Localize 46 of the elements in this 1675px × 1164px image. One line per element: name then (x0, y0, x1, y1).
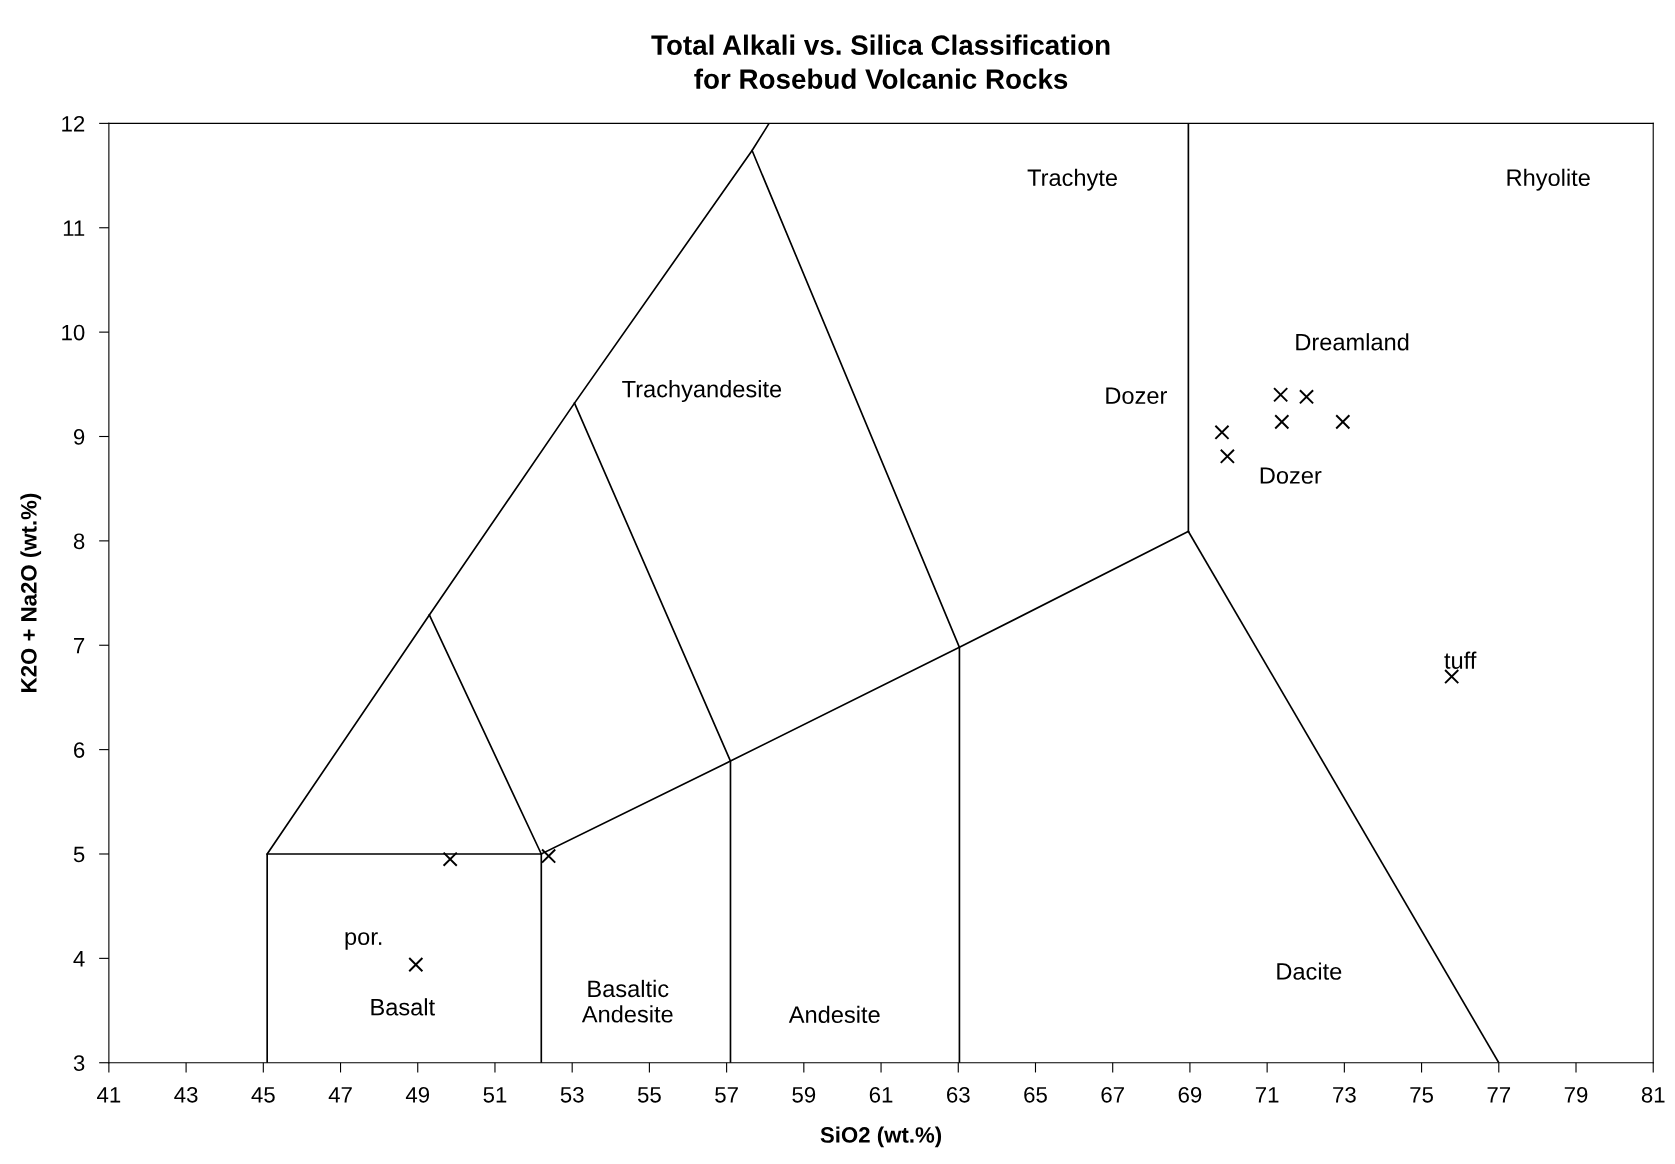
x-tick-label: 75 (1410, 1087, 1433, 1103)
chart-title: Total Alkali vs. Silica Classification for Rosebud Volcanic Rocks (651, 34, 1110, 89)
x-tick-label: 67 (1101, 1086, 1124, 1103)
x-tick-label: 43 (174, 1086, 198, 1103)
x-tick-label: 47 (328, 1087, 352, 1103)
y-tick-label: 6 (74, 742, 85, 758)
y-tick-label: 12 (62, 115, 85, 132)
x-tick-label: 41 (97, 1087, 121, 1103)
y-tick-label: 5 (73, 846, 85, 863)
x-tick-label: 57 (715, 1087, 738, 1103)
x-tick-label: 45 (251, 1087, 275, 1103)
x-tick-label: 55 (637, 1087, 661, 1103)
annotation: Trachyte (1027, 168, 1117, 191)
annotation: Dozer (1106, 387, 1167, 405)
x-tick-label: 51 (483, 1087, 507, 1103)
annotation: Andesite (788, 1005, 880, 1024)
x-tick-label: 53 (560, 1086, 584, 1103)
x-tick-label: 65 (1024, 1086, 1047, 1103)
annotation: Dacite (1277, 962, 1342, 980)
x-tick-label: 59 (792, 1086, 816, 1103)
x-tick-label: 49 (405, 1086, 430, 1103)
x-tick-label: 69 (1178, 1086, 1202, 1103)
y-tick-label: 8 (73, 533, 85, 550)
annotation: tuff (1444, 651, 1477, 669)
annotation: por. (345, 932, 382, 950)
annotation: Dozer (1260, 467, 1322, 484)
x-tick-label: 73 (1333, 1086, 1356, 1103)
x-tick-label: 79 (1564, 1086, 1588, 1103)
x-tick-label: 81 (1641, 1086, 1665, 1103)
annotation: Basaltic Andesite (581, 979, 673, 1023)
x-tick-label: 61 (869, 1086, 893, 1103)
y-tick-label: 7 (74, 638, 85, 654)
x-axis-title: SiO2 (wt.%) (820, 1126, 942, 1148)
annotation: Trachyandesite (622, 380, 782, 403)
x-tick-label: 63 (947, 1086, 970, 1103)
y-tick-label: 3 (73, 1055, 85, 1071)
y-tick-label: 10 (62, 324, 85, 341)
annotation: Dreamland (1296, 333, 1409, 351)
annotation: Rhyolite (1507, 168, 1590, 191)
y-tick-label: 4 (73, 951, 85, 967)
x-tick-label: 71 (1255, 1087, 1279, 1103)
y-tick-label: 9 (73, 429, 85, 445)
y-axis-title: K2O + Na2O (wt.%) (20, 493, 42, 692)
x-tick-label: 77 (1487, 1087, 1511, 1103)
annotation: Basalt (371, 998, 435, 1016)
y-tick-label: 11 (63, 220, 85, 236)
